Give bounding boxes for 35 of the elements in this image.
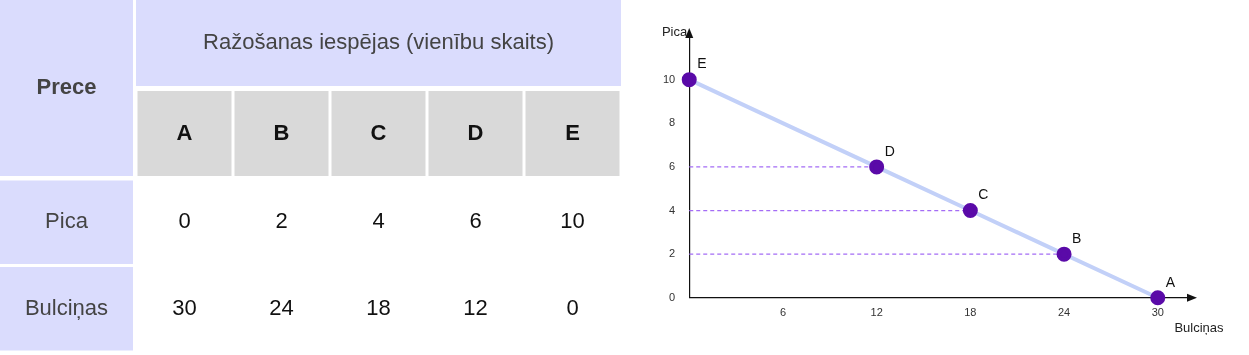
data-label: 10 [560, 208, 585, 234]
annotation: D [884, 142, 895, 159]
annotation: B [1072, 230, 1082, 247]
x-tick-label: B [273, 119, 290, 145]
point [869, 159, 885, 175]
annotation: C [978, 186, 989, 203]
x-tick-label: 30 [1151, 306, 1164, 319]
chart-title: Ražošanas iespējas (vienību skaits) [203, 29, 554, 55]
x-tick-label: 12 [870, 306, 883, 319]
y-tick-label: 2 [669, 247, 676, 260]
y-tick-label: 8 [669, 116, 676, 129]
y-tick-label: 4 [669, 203, 676, 216]
data-label: 6 [469, 208, 482, 234]
y-tick-label: 10 [662, 72, 676, 85]
data-label: 4 [372, 208, 385, 234]
point [962, 203, 978, 219]
x-tick-label: E [565, 119, 580, 145]
point [681, 72, 697, 88]
annotation: A [1165, 273, 1176, 290]
data-label: 2 [275, 208, 288, 234]
x-tick-label: C [370, 119, 387, 145]
x-tick-label: D [467, 119, 484, 145]
legend-title: Prece [36, 74, 97, 100]
y-tick-label: 6 [669, 159, 676, 172]
y-tick-label: 0 [669, 290, 676, 303]
data-label: 0 [566, 294, 579, 320]
x-tick-label: A [176, 119, 193, 145]
x-tick-label: 18 [964, 306, 977, 319]
point [1056, 246, 1072, 262]
x-axis-title: Bulciņas [1174, 319, 1225, 335]
x-tick-label: 6 [779, 306, 786, 319]
x-tick-label: 24 [1057, 306, 1071, 319]
annotation: E [697, 55, 707, 72]
data-label: 0 [178, 208, 191, 234]
point [1150, 290, 1166, 306]
